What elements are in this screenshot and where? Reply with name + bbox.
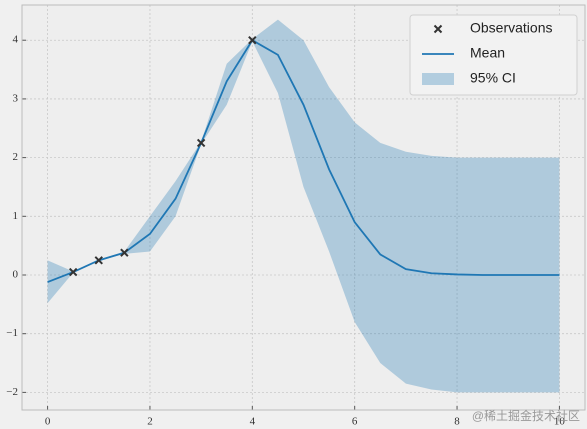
y-tick-label: 3 [13, 92, 19, 104]
y-tick-label: 1 [13, 210, 19, 222]
x-tick-label: 0 [45, 416, 51, 428]
y-tick-label: 4 [13, 34, 19, 46]
x-tick-label: 10 [554, 416, 566, 428]
plot-frame [21, 4, 586, 411]
observation [196, 138, 206, 148]
legend-box [409, 14, 578, 96]
ci-band [47, 19, 560, 393]
observation [68, 267, 78, 277]
observation [120, 248, 129, 257]
legend-swatch [422, 73, 454, 85]
x-tick-label: 4 [250, 416, 256, 428]
y-tick-label: 0 [13, 269, 19, 281]
legend-label: 95% CI [470, 70, 516, 86]
y-tick-label: −1 [6, 327, 18, 339]
legend-label: Observations [470, 20, 552, 36]
x-tick-label: 6 [352, 416, 358, 428]
legend-label: Mean [470, 45, 505, 61]
watermark: @稀土掘金技术社区 [472, 408, 580, 423]
observation [94, 256, 103, 265]
legend-marker [433, 24, 443, 34]
mean-line [47, 39, 560, 283]
x-tick-label: 8 [454, 416, 460, 428]
y-tick-label: 2 [13, 151, 19, 163]
observation [248, 36, 257, 45]
x-tick-label: 2 [147, 416, 153, 428]
y-tick-label: −2 [6, 386, 18, 398]
